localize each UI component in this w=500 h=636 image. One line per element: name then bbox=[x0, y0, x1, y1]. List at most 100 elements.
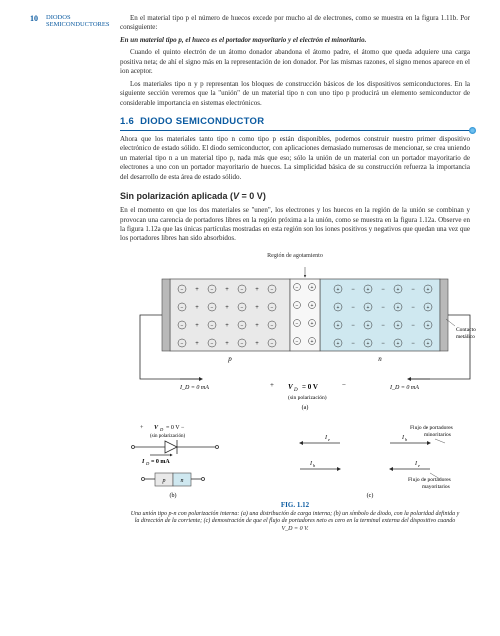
svg-text:−: − bbox=[211, 287, 214, 293]
svg-text:(a): (a) bbox=[302, 404, 309, 411]
svg-text:+: + bbox=[311, 285, 314, 291]
para-6: En el momento en que los dos materiales … bbox=[120, 206, 470, 244]
svg-text:= 0 V: = 0 V bbox=[302, 383, 318, 391]
svg-text:+: + bbox=[337, 287, 340, 293]
svg-text:mayoritarios: mayoritarios bbox=[422, 484, 450, 490]
svg-text:metálico: metálico bbox=[456, 334, 475, 340]
svg-text:(c): (c) bbox=[367, 492, 374, 499]
svg-text:= 0 V −: = 0 V − bbox=[166, 425, 185, 431]
para-5: Ahora que los materiales tanto tipo n co… bbox=[120, 135, 470, 182]
svg-text:+: + bbox=[195, 305, 199, 311]
svg-text:−: − bbox=[271, 305, 274, 311]
fig-caption: FIG. 1.12 Una unión tipo p-n con polariz… bbox=[120, 501, 470, 533]
svg-text:D: D bbox=[159, 427, 164, 432]
svg-text:+: + bbox=[225, 305, 229, 311]
svg-text:Contacto: Contacto bbox=[456, 327, 476, 333]
svg-text:I_D = 0 mA: I_D = 0 mA bbox=[389, 385, 419, 391]
svg-text:−: − bbox=[296, 285, 299, 291]
header-text: DIODOSSEMICONDUCTORES bbox=[46, 14, 109, 28]
svg-text:−: − bbox=[351, 305, 355, 311]
svg-text:+: + bbox=[255, 287, 259, 293]
svg-text:+: + bbox=[337, 341, 340, 347]
svg-text:+: + bbox=[337, 323, 340, 329]
svg-text:+: + bbox=[397, 305, 400, 311]
svg-text:n: n bbox=[378, 355, 382, 363]
svg-text:−: − bbox=[351, 287, 355, 293]
svg-text:−: − bbox=[271, 287, 274, 293]
svg-text:+: + bbox=[311, 339, 314, 345]
svg-text:−: − bbox=[381, 341, 385, 347]
para-4: Los materiales tipo n y p representan lo… bbox=[120, 80, 470, 108]
svg-text:I_D = 0 mA: I_D = 0 mA bbox=[179, 385, 209, 391]
svg-text:−: − bbox=[181, 305, 184, 311]
para-1: En el material tipo p el número de hueco… bbox=[120, 14, 470, 33]
svg-text:h: h bbox=[405, 437, 408, 442]
svg-text:+: + bbox=[195, 287, 199, 293]
svg-text:minoritarios: minoritarios bbox=[424, 432, 451, 438]
svg-text:I: I bbox=[141, 459, 145, 465]
main-content: En el material tipo p el número de hueco… bbox=[120, 14, 470, 533]
depletion-label: Región de agotamiento bbox=[120, 252, 470, 260]
svg-text:(b): (b) bbox=[170, 492, 177, 499]
svg-text:p: p bbox=[162, 478, 166, 484]
svg-text:+: + bbox=[367, 305, 370, 311]
svg-text:p: p bbox=[227, 355, 232, 363]
svg-text:+: + bbox=[225, 323, 229, 329]
svg-text:+: + bbox=[195, 323, 199, 329]
svg-text:−: − bbox=[296, 303, 299, 309]
fig-a-diagram: − − − − + + + − − − − + + + − − − − bbox=[120, 261, 480, 411]
fig-b: + V D = 0 V − (sin polarización) I D bbox=[120, 421, 240, 499]
svg-text:(sin polarización): (sin polarización) bbox=[288, 394, 327, 401]
svg-text:+: + bbox=[255, 305, 259, 311]
svg-text:+: + bbox=[397, 341, 400, 347]
page-number: 10 bbox=[30, 14, 38, 28]
svg-text:+: + bbox=[225, 341, 229, 347]
svg-text:+: + bbox=[367, 341, 370, 347]
svg-text:+: + bbox=[397, 323, 400, 329]
svg-text:V: V bbox=[154, 425, 159, 431]
svg-text:+: + bbox=[255, 323, 259, 329]
svg-text:−: − bbox=[411, 305, 415, 311]
svg-text:−: − bbox=[342, 381, 346, 389]
svg-text:−: − bbox=[411, 323, 415, 329]
svg-text:−: − bbox=[241, 341, 244, 347]
svg-text:e: e bbox=[418, 463, 420, 468]
svg-text:−: − bbox=[351, 323, 355, 329]
svg-text:(sin polarización): (sin polarización) bbox=[150, 434, 185, 439]
fig-c: Flujo de portadores minoritarios Ie Ih I… bbox=[280, 421, 470, 499]
svg-text:+: + bbox=[427, 287, 430, 293]
svg-text:−: − bbox=[411, 341, 415, 347]
svg-text:D: D bbox=[293, 388, 298, 393]
svg-text:−: − bbox=[181, 323, 184, 329]
svg-text:−: − bbox=[381, 287, 385, 293]
svg-text:−: − bbox=[411, 287, 415, 293]
svg-text:+: + bbox=[427, 323, 430, 329]
svg-text:+: + bbox=[311, 303, 314, 309]
svg-text:−: − bbox=[241, 287, 244, 293]
svg-text:+: + bbox=[427, 341, 430, 347]
svg-text:Flujo de portadores: Flujo de portadores bbox=[408, 477, 451, 483]
svg-text:+: + bbox=[397, 287, 400, 293]
svg-text:+: + bbox=[195, 341, 199, 347]
svg-text:+: + bbox=[140, 425, 144, 431]
svg-text:+: + bbox=[311, 321, 314, 327]
svg-text:Flujo de portadores: Flujo de portadores bbox=[410, 425, 453, 431]
svg-text:−: − bbox=[271, 341, 274, 347]
svg-text:n: n bbox=[181, 478, 184, 484]
svg-text:+: + bbox=[337, 305, 340, 311]
para-3: Cuando el quinto electrón de un átomo do… bbox=[120, 48, 470, 76]
svg-text:D: D bbox=[145, 461, 150, 466]
subsection-heading: Sin polarización aplicada (V = 0 V) bbox=[120, 190, 470, 202]
svg-text:+: + bbox=[255, 341, 259, 347]
svg-text:−: − bbox=[211, 323, 214, 329]
svg-text:−: − bbox=[241, 305, 244, 311]
svg-text:−: − bbox=[181, 287, 184, 293]
svg-text:−: − bbox=[241, 323, 244, 329]
svg-text:h: h bbox=[313, 463, 316, 468]
svg-text:−: − bbox=[296, 321, 299, 327]
svg-text:−: − bbox=[271, 323, 274, 329]
svg-text:e: e bbox=[328, 437, 330, 442]
svg-text:−: − bbox=[351, 341, 355, 347]
figure-1-12: Región de agotamiento − − − bbox=[120, 252, 470, 533]
svg-text:−: − bbox=[211, 305, 214, 311]
